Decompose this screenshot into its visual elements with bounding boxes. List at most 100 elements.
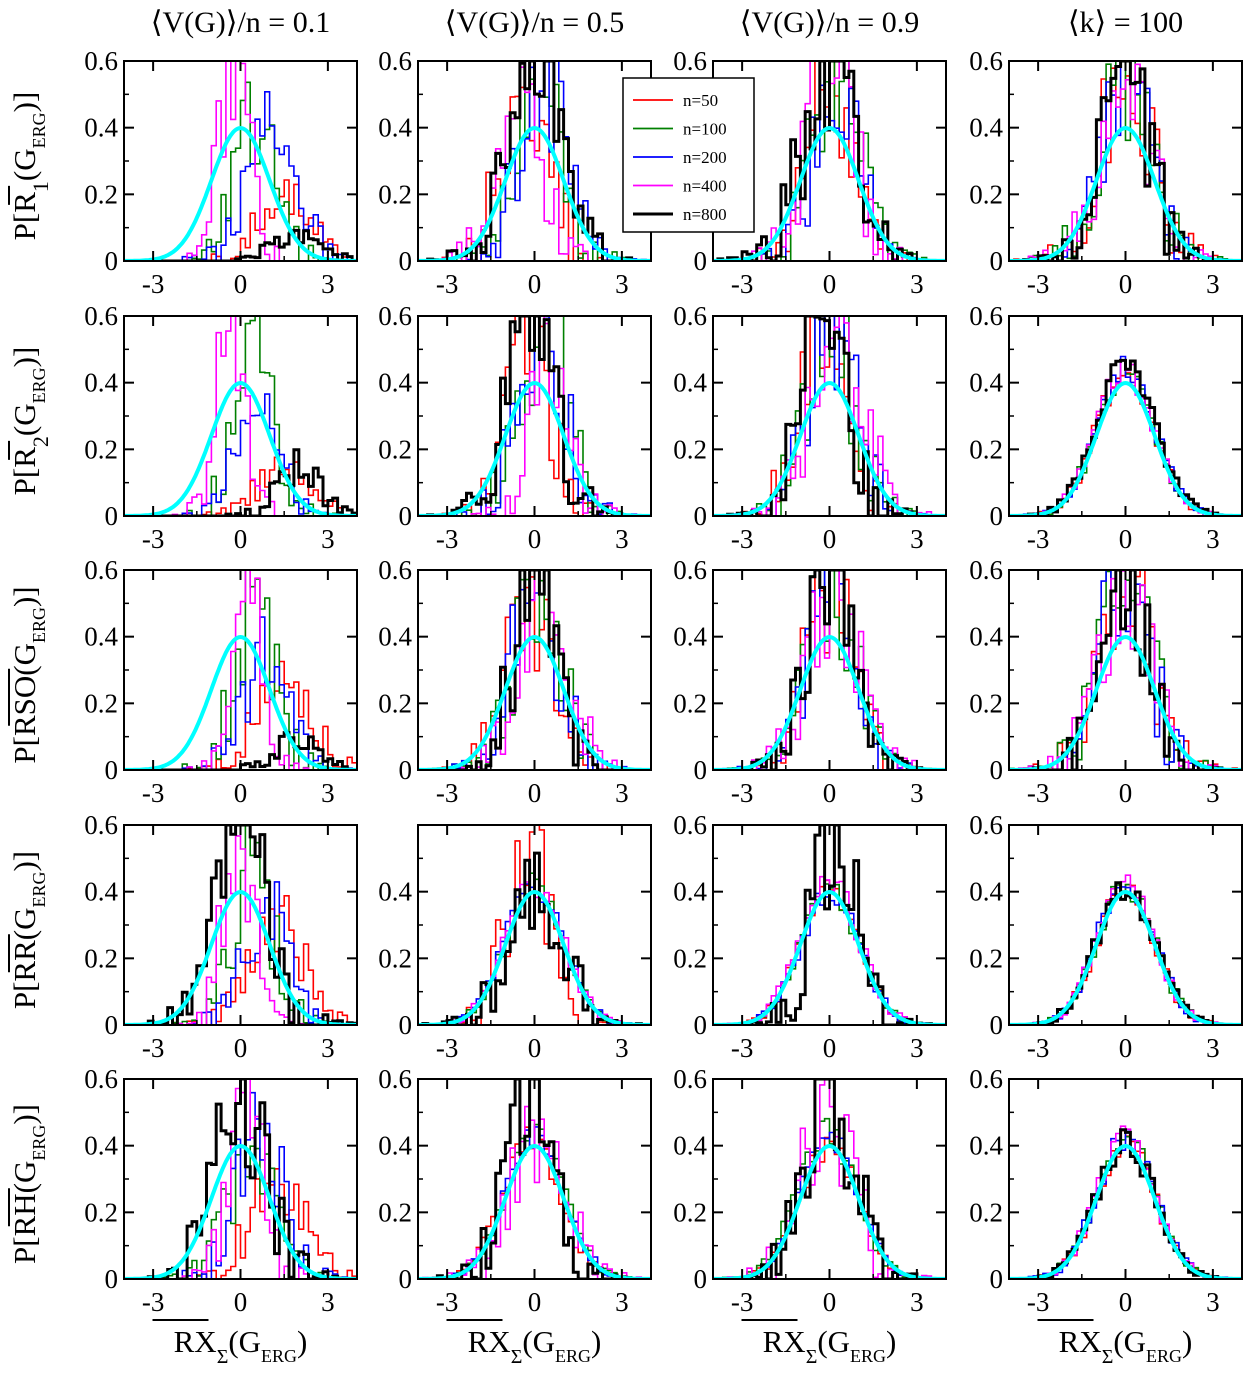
normal-reference-curve (124, 1143, 357, 1279)
legend-label: n=800 (683, 205, 727, 224)
x-tick-label: 3 (321, 1287, 335, 1317)
xlabel-main: RX (1059, 1324, 1102, 1359)
x-tick-label: 0 (1119, 269, 1133, 299)
x-tick-label: -3 (731, 778, 754, 808)
x-tick-label: 3 (615, 1287, 629, 1317)
x-tick-label: -3 (436, 778, 459, 808)
panel-r4-c3: 0 0.2 0.4 0.6 -3 0 3 (673, 810, 947, 1063)
y-tick-label: 0.4 (673, 622, 707, 652)
histogram-series-n-800 (1009, 881, 1242, 1025)
x-tick-label: 0 (823, 269, 837, 299)
x-tick-label: 3 (910, 778, 924, 808)
x-tick-label: 0 (1119, 778, 1133, 808)
x-tick-label: -3 (142, 1033, 165, 1063)
svg-text:RXΣ(GERG): RXΣ(GERG) (763, 1324, 897, 1368)
histogram-series-n-800 (124, 228, 357, 261)
panel-r1-c2: 0 0.2 0.4 0.6 -3 0 3 (378, 46, 652, 299)
histogram-series-n-200 (1009, 1128, 1242, 1279)
y-tick-label: 0.6 (673, 301, 707, 331)
histogram-series-n-400 (418, 66, 651, 261)
x-tick-label: -3 (142, 778, 165, 808)
panel-r2-c1: 0 0.2 0.4 0.6 -3 0 3 (84, 301, 358, 554)
x-tick-label: 0 (234, 778, 248, 808)
panel-r3-c3: 0 0.2 0.4 0.6 -3 0 3 (673, 555, 947, 808)
y-tick-label: 0.6 (673, 1064, 707, 1094)
panel-frame (1008, 1078, 1243, 1280)
histogram-series-n-800 (1009, 570, 1242, 770)
histogram-series-n-50 (124, 456, 357, 516)
xlabel-sub: Σ (511, 1346, 523, 1368)
ylabel-main: P[RSO (7, 676, 42, 764)
histogram-series-n-200 (124, 616, 357, 770)
x-tick-label: -3 (1027, 1033, 1050, 1063)
y-tick-label: 0 (399, 1010, 413, 1040)
ylabel-tail: (G (7, 643, 42, 676)
y-tick-label: 0 (105, 1010, 119, 1040)
legend-label: n=200 (683, 148, 727, 167)
histogram-series-n-800 (124, 825, 357, 1025)
normal-reference-curve (418, 125, 651, 261)
y-tick-label: 0.4 (84, 368, 118, 398)
y-tick-label: 0 (694, 1010, 708, 1040)
xlabel-2: RXΣ(GERG) (446, 1319, 601, 1368)
y-tick-label: 0 (694, 1264, 708, 1294)
x-tick-label: -3 (731, 524, 754, 554)
x-tick-label: 3 (1206, 524, 1220, 554)
ylabel-tail-sub: ERG (29, 112, 49, 148)
x-tick-label: 3 (910, 1033, 924, 1063)
x-tick-label: -3 (142, 269, 165, 299)
y-tick-label: 0.6 (673, 810, 707, 840)
normal-reference-curve (1009, 634, 1242, 770)
panel-frame (1008, 824, 1243, 1026)
row-ylabel-1: P[R1(GERG)] (7, 92, 53, 241)
y-tick-label: 0 (694, 755, 708, 785)
x-tick-label: -3 (436, 524, 459, 554)
row-ylabel-3: P[RSO(GERG)] (7, 586, 49, 763)
y-tick-label: 0 (990, 501, 1004, 531)
x-tick-label: 0 (823, 1033, 837, 1063)
y-tick-label: 0.4 (84, 113, 118, 143)
xlabel-1: RXΣ(GERG) (152, 1319, 308, 1368)
panel-r5-c3: 0 0.2 0.4 0.6 -3 0 3 (673, 1064, 947, 1317)
histogram-series-n-50 (1009, 1129, 1242, 1279)
y-tick-label: 0.4 (378, 368, 412, 398)
normal-reference-curve (418, 1143, 651, 1279)
y-tick-label: 0.2 (378, 688, 412, 718)
xlabel-tail: (G (1113, 1324, 1146, 1359)
ylabel-end: )] (7, 586, 42, 607)
y-tick-label: 0.4 (969, 877, 1003, 907)
panel-r5-c4: 0 0.2 0.4 0.6 -3 0 3 (969, 1064, 1243, 1317)
x-tick-label: 0 (823, 524, 837, 554)
ylabel-main: P[R (7, 192, 42, 241)
normal-reference-curve (1009, 889, 1242, 1025)
ylabel-tail: (G (7, 403, 42, 436)
y-tick-label: 0.6 (969, 810, 1003, 840)
legend-label: n=50 (683, 91, 718, 110)
panel-r3-c2: 0 0.2 0.4 0.6 -3 0 3 (378, 555, 652, 808)
column-title-3: ⟨V(G)⟩/n = 0.9 (740, 6, 919, 39)
x-tick-label: -3 (142, 524, 165, 554)
y-tick-label: 0.6 (84, 301, 118, 331)
svg-text:RXΣ(GERG): RXΣ(GERG) (174, 1324, 308, 1368)
x-tick-label: 0 (528, 1033, 542, 1063)
xlabel-end: ) (1182, 1324, 1192, 1359)
x-tick-label: 3 (615, 778, 629, 808)
histogram-series-n-200 (1009, 355, 1242, 516)
ylabel-tail: (G (7, 1161, 42, 1194)
y-tick-label: 0.2 (378, 1197, 412, 1227)
x-tick-label: -3 (731, 1033, 754, 1063)
panel-r3-c1: 0 0.2 0.4 0.6 -3 0 3 (84, 555, 358, 808)
x-tick-label: 3 (1206, 778, 1220, 808)
y-tick-label: 0.6 (84, 555, 118, 585)
x-tick-label: -3 (436, 1287, 459, 1317)
histogram-series-n-800 (713, 825, 946, 1025)
y-tick-label: 0.4 (969, 113, 1003, 143)
svg-text:P[RR(GERG)]: P[RR(GERG)] (7, 851, 49, 1009)
panel-r5-c2: 0 0.2 0.4 0.6 -3 0 3 (378, 1064, 652, 1317)
x-tick-label: 0 (528, 1287, 542, 1317)
y-tick-label: 0.4 (969, 622, 1003, 652)
normal-reference-curve (713, 125, 946, 261)
ylabel-tail-sub: ERG (29, 607, 49, 643)
y-tick-label: 0.2 (378, 434, 412, 464)
y-tick-label: 0.4 (84, 877, 118, 907)
